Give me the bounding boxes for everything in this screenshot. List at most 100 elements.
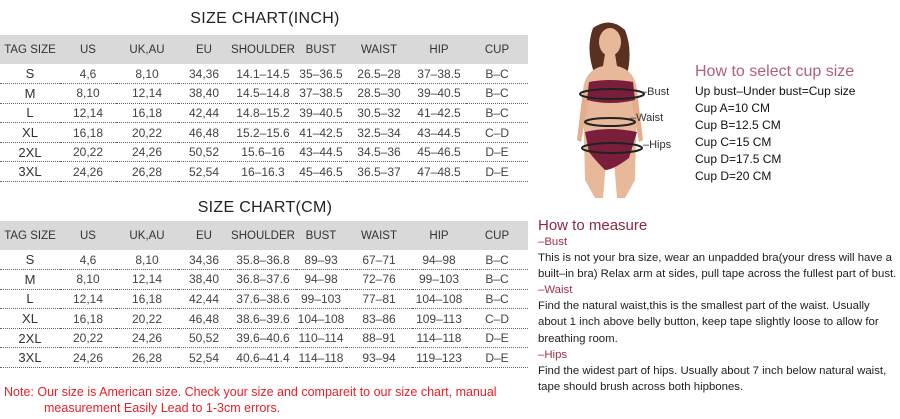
table-cell: 12,14: [60, 289, 116, 310]
table-cell: M: [0, 269, 60, 290]
column-header: EU: [178, 35, 230, 64]
table-cell: 16–16.3: [230, 161, 296, 183]
cm-chart-title: SIZE CHART(CM): [197, 199, 333, 216]
swimsuit-bottom: [585, 129, 637, 170]
table-cell: 38,40: [178, 83, 230, 104]
table-cell: 26.5–28: [346, 64, 412, 85]
table-row: S 4,6 8,10 34,36 35.8–36.8 89–93 67–71 94–98 B–C: [0, 250, 528, 271]
model-figure: –Bust –Waist –Hips: [555, 20, 685, 205]
table-cell: 99–103: [412, 269, 466, 290]
bust-label: –Bust: [641, 86, 670, 98]
table-row: XL 16,18 20,22 46,48 38.6–39.6 104–108 83–86 10…: [0, 308, 528, 329]
table-cell: 3XL: [0, 161, 60, 183]
table-cell: 50,52: [178, 328, 230, 349]
model-image: [577, 22, 645, 198]
column-header: CUP: [466, 221, 528, 250]
table-cell: 24,26: [60, 347, 116, 369]
table-cell: 99–103: [296, 289, 346, 310]
column-header: BUST: [296, 221, 346, 250]
table-cell: 16,18: [60, 122, 116, 143]
table-cell: C–D: [466, 122, 528, 143]
table-row: L 12,14 16,18 42,44 37.6–38.6 99–103 77–81 104–…: [0, 289, 528, 310]
table-cell: 41–42.5: [412, 103, 466, 124]
column-header: WAIST: [346, 35, 412, 64]
table-cell: M: [0, 83, 60, 104]
table-cell: 119–123: [412, 347, 466, 369]
table-cell: 4,6: [60, 64, 116, 85]
table-cell: 43–44.5: [296, 142, 346, 163]
column-header: SHOULDER: [230, 221, 296, 250]
waist-label: –Waist: [630, 112, 664, 124]
table-cell: L: [0, 103, 60, 124]
table-cell: 40.6–41.4: [230, 347, 296, 369]
cup-line: Cup A=10 CM: [695, 101, 771, 115]
table-cell: 8,10: [60, 83, 116, 104]
table-cell: 37.6–38.6: [230, 289, 296, 310]
table-cell: 114–118: [296, 347, 346, 369]
cm-size-table: TAG SIZE US UK,AU EU SHOULDER BUST WAIST HIP CUP…: [0, 221, 528, 369]
cup-size-guide: How to select cup size Up bust–Under bus…: [695, 62, 855, 185]
table-cell: D–E: [466, 328, 528, 349]
table-cell: D–E: [466, 142, 528, 163]
column-header: EU: [178, 221, 230, 250]
table-cell: D–E: [466, 347, 528, 369]
measure-title: How to measure: [538, 217, 648, 234]
table-cell: 32.5–34: [346, 122, 412, 143]
column-header: HIP: [412, 35, 466, 64]
table-cell: 34.5–36: [346, 142, 412, 163]
table-cell: B–C: [466, 289, 528, 310]
column-header: US: [60, 221, 116, 250]
cup-line: Cup D=20 CM: [695, 169, 772, 183]
table-cell: 20,22: [60, 142, 116, 163]
table-cell: 14.1–14.5: [230, 64, 296, 85]
table-row: 3XL 24,26 26,28 52,54 40.6–41.4 114–118 93–94 1…: [0, 347, 528, 369]
table-cell: 26,28: [116, 161, 178, 183]
table-cell: 15.6–16: [230, 142, 296, 163]
table-cell: 4,6: [60, 250, 116, 271]
table-cell: 104–108: [296, 308, 346, 329]
table-cell: 46,48: [178, 308, 230, 329]
table-cell: 89–93: [296, 250, 346, 271]
table-cell: 88–91: [346, 328, 412, 349]
table-row: S 4,6 8,10 34,36 14.1–14.5 35–36.5 26.5–28 37–3…: [0, 64, 528, 85]
table-cell: 104–108: [412, 289, 466, 310]
table-cell: 20,22: [116, 308, 178, 329]
table-cell: 24,26: [116, 328, 178, 349]
table-cell: 16,18: [116, 103, 178, 124]
header-row: TAG SIZE US UK,AU EU SHOULDER BUST WAIST HIP CUP: [0, 221, 528, 250]
note-line-1: Note: Our size is American size. Check y…: [4, 385, 497, 399]
table-cell: 52,54: [178, 161, 230, 183]
table-cell: 35–36.5: [296, 64, 346, 85]
size-note: Note: Our size is American size. Check y…: [4, 384, 534, 416]
table-cell: 93–94: [346, 347, 412, 369]
column-header: TAG SIZE: [0, 221, 60, 250]
table-cell: 8,10: [60, 269, 116, 290]
waist-text: Find the natural waist,this is the small…: [538, 300, 879, 345]
inch-size-table: TAG SIZE US UK,AU EU SHOULDER BUST WAIST HIP CUP…: [0, 35, 528, 183]
table-cell: B–C: [466, 250, 528, 271]
column-header: HIP: [412, 221, 466, 250]
table-cell: 94–98: [412, 250, 466, 271]
table-cell: XL: [0, 122, 60, 143]
hips-text: Find the widest part of hips. Usually ab…: [538, 364, 887, 393]
table-cell: 26,28: [116, 347, 178, 369]
table-cell: 42,44: [178, 289, 230, 310]
column-header: TAG SIZE: [0, 35, 60, 64]
table-cell: 16,18: [60, 308, 116, 329]
table-cell: 2XL: [0, 142, 60, 163]
table-cell: 39–40.5: [296, 103, 346, 124]
column-header: BUST: [296, 35, 346, 64]
table-cell: S: [0, 64, 60, 85]
table-row: 2XL 20,22 24,26 50,52 39.6–40.6 110–114 88–91 1…: [0, 328, 528, 349]
table-cell: 38,40: [178, 269, 230, 290]
hips-heading: –Hips: [538, 348, 568, 361]
table-row: M 8,10 12,14 38,40 36.8–37.6 94–98 72–76 99–103…: [0, 269, 528, 290]
how-to-measure: How to measure –Bust This is not your br…: [538, 217, 900, 395]
table-cell: 67–71: [346, 250, 412, 271]
table-cell: 20,22: [116, 122, 178, 143]
column-header: UK,AU: [116, 35, 178, 64]
table-cell: 77–81: [346, 289, 412, 310]
table-cell: 34,36: [178, 250, 230, 271]
table-cell: XL: [0, 308, 60, 329]
cup-guide-title: How to select cup size: [695, 63, 855, 80]
